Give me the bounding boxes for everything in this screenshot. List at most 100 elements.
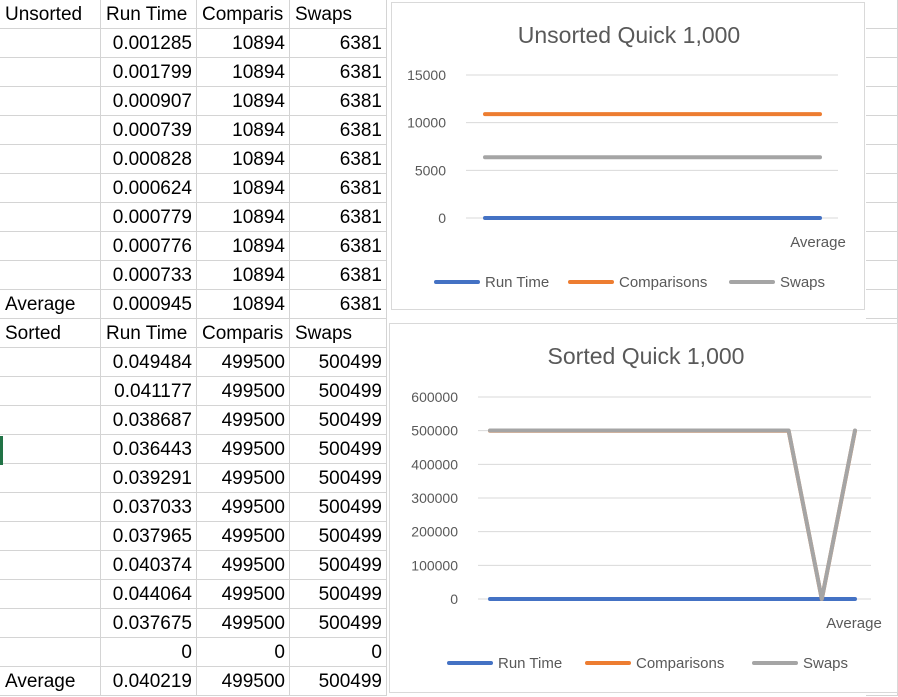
empty-cell[interactable] xyxy=(866,116,898,145)
legend-label[interactable]: Run Time xyxy=(485,274,549,291)
cell-label[interactable]: Average xyxy=(0,667,101,696)
cell-label[interactable] xyxy=(0,435,101,464)
header-cell-label[interactable]: Sorted xyxy=(0,319,101,348)
cell-swaps[interactable]: 6381 xyxy=(290,290,387,319)
legend-label[interactable]: Swaps xyxy=(803,655,848,672)
cell-label[interactable] xyxy=(0,261,101,290)
header-cell-comparisons[interactable]: Comparis xyxy=(197,319,290,348)
cell-runtime[interactable]: 0.040219 xyxy=(101,667,197,696)
cell-swaps[interactable]: 500499 xyxy=(290,667,387,696)
cell-runtime[interactable]: 0 xyxy=(101,638,197,667)
cell-runtime[interactable]: 0.001285 xyxy=(101,29,197,58)
cell-comparisons[interactable]: 10894 xyxy=(197,58,290,87)
cell-label[interactable] xyxy=(0,580,101,609)
cell-runtime[interactable]: 0.037965 xyxy=(101,522,197,551)
unsorted-quick-chart[interactable]: Unsorted Quick 1,000 0 5000 10000 15000 Avera… xyxy=(391,2,865,310)
empty-cell[interactable] xyxy=(866,0,898,29)
cell-swaps[interactable]: 500499 xyxy=(290,377,387,406)
cell-runtime[interactable]: 0.039291 xyxy=(101,464,197,493)
empty-cell[interactable] xyxy=(866,29,898,58)
cell-swaps[interactable]: 6381 xyxy=(290,232,387,261)
cell-comparisons[interactable]: 499500 xyxy=(197,464,290,493)
empty-cell[interactable] xyxy=(866,87,898,116)
cell-label[interactable] xyxy=(0,493,101,522)
cell-label[interactable] xyxy=(0,522,101,551)
cell-comparisons[interactable]: 499500 xyxy=(197,406,290,435)
cell-swaps[interactable]: 500499 xyxy=(290,493,387,522)
cell-label[interactable] xyxy=(0,116,101,145)
cell-runtime[interactable]: 0.000779 xyxy=(101,203,197,232)
cell-comparisons[interactable]: 499500 xyxy=(197,377,290,406)
cell-label[interactable] xyxy=(0,406,101,435)
cell-swaps[interactable]: 6381 xyxy=(290,174,387,203)
cell-runtime[interactable]: 0.040374 xyxy=(101,551,197,580)
empty-cell[interactable] xyxy=(866,145,898,174)
cell-swaps[interactable]: 6381 xyxy=(290,261,387,290)
header-cell-runtime[interactable]: Run Time xyxy=(101,0,197,29)
cell-runtime[interactable]: 0.000739 xyxy=(101,116,197,145)
cell-swaps[interactable]: 500499 xyxy=(290,551,387,580)
cell-runtime[interactable]: 0.000733 xyxy=(101,261,197,290)
series-line-comparisons[interactable] xyxy=(488,428,857,601)
series-line-swaps[interactable] xyxy=(488,428,857,601)
cell-comparisons[interactable]: 10894 xyxy=(197,116,290,145)
legend-label[interactable]: Comparisons xyxy=(636,655,724,672)
cell-comparisons[interactable]: 499500 xyxy=(197,551,290,580)
cell-swaps[interactable]: 6381 xyxy=(290,87,387,116)
cell-runtime[interactable]: 0.037033 xyxy=(101,493,197,522)
legend-label[interactable]: Comparisons xyxy=(619,274,707,291)
cell-swaps[interactable]: 500499 xyxy=(290,522,387,551)
cell-label[interactable] xyxy=(0,348,101,377)
cell-runtime[interactable]: 0.001799 xyxy=(101,58,197,87)
header-cell-runtime[interactable]: Run Time xyxy=(101,319,197,348)
cell-comparisons[interactable]: 499500 xyxy=(197,493,290,522)
cell-runtime[interactable]: 0.044064 xyxy=(101,580,197,609)
cell-comparisons[interactable]: 499500 xyxy=(197,667,290,696)
cell-label[interactable] xyxy=(0,174,101,203)
cell-comparisons[interactable]: 10894 xyxy=(197,203,290,232)
cell-runtime[interactable]: 0.036443 xyxy=(101,435,197,464)
cell-label[interactable] xyxy=(0,87,101,116)
cell-comparisons[interactable]: 10894 xyxy=(197,29,290,58)
cell-runtime[interactable]: 0.049484 xyxy=(101,348,197,377)
cell-comparisons[interactable]: 499500 xyxy=(197,522,290,551)
cell-swaps[interactable]: 500499 xyxy=(290,464,387,493)
cell-runtime[interactable]: 0.000828 xyxy=(101,145,197,174)
cell-runtime[interactable]: 0.037675 xyxy=(101,609,197,638)
cell-comparisons[interactable]: 499500 xyxy=(197,348,290,377)
cell-runtime[interactable]: 0.000907 xyxy=(101,87,197,116)
cell-runtime[interactable]: 0.038687 xyxy=(101,406,197,435)
header-cell-swaps[interactable]: Swaps xyxy=(290,0,387,29)
cell-swaps[interactable]: 500499 xyxy=(290,580,387,609)
empty-cell[interactable] xyxy=(866,174,898,203)
cell-runtime[interactable]: 0.041177 xyxy=(101,377,197,406)
cell-comparisons[interactable]: 499500 xyxy=(197,580,290,609)
cell-label[interactable] xyxy=(0,145,101,174)
cell-comparisons[interactable]: 499500 xyxy=(197,609,290,638)
legend-label[interactable]: Swaps xyxy=(780,274,825,291)
cell-label[interactable] xyxy=(0,551,101,580)
header-cell-comparisons[interactable]: Comparis xyxy=(197,0,290,29)
cell-swaps[interactable]: 500499 xyxy=(290,609,387,638)
cell-swaps[interactable]: 500499 xyxy=(290,435,387,464)
empty-cell[interactable] xyxy=(866,203,898,232)
empty-cell[interactable] xyxy=(866,261,898,290)
cell-label[interactable] xyxy=(0,377,101,406)
cell-swaps[interactable]: 6381 xyxy=(290,58,387,87)
header-cell-swaps[interactable]: Swaps xyxy=(290,319,387,348)
cell-label[interactable] xyxy=(0,29,101,58)
cell-label[interactable]: Average xyxy=(0,290,101,319)
empty-cell[interactable] xyxy=(866,58,898,87)
cell-swaps[interactable]: 6381 xyxy=(290,203,387,232)
cell-runtime[interactable]: 0.000624 xyxy=(101,174,197,203)
cell-label[interactable] xyxy=(0,464,101,493)
cell-label[interactable] xyxy=(0,203,101,232)
cell-runtime[interactable]: 0.000776 xyxy=(101,232,197,261)
legend-label[interactable]: Run Time xyxy=(498,655,562,672)
empty-cell[interactable] xyxy=(866,290,898,319)
cell-comparisons[interactable]: 10894 xyxy=(197,290,290,319)
cell-swaps[interactable]: 500499 xyxy=(290,348,387,377)
header-cell-label[interactable]: Unsorted xyxy=(0,0,101,29)
cell-swaps[interactable]: 500499 xyxy=(290,406,387,435)
